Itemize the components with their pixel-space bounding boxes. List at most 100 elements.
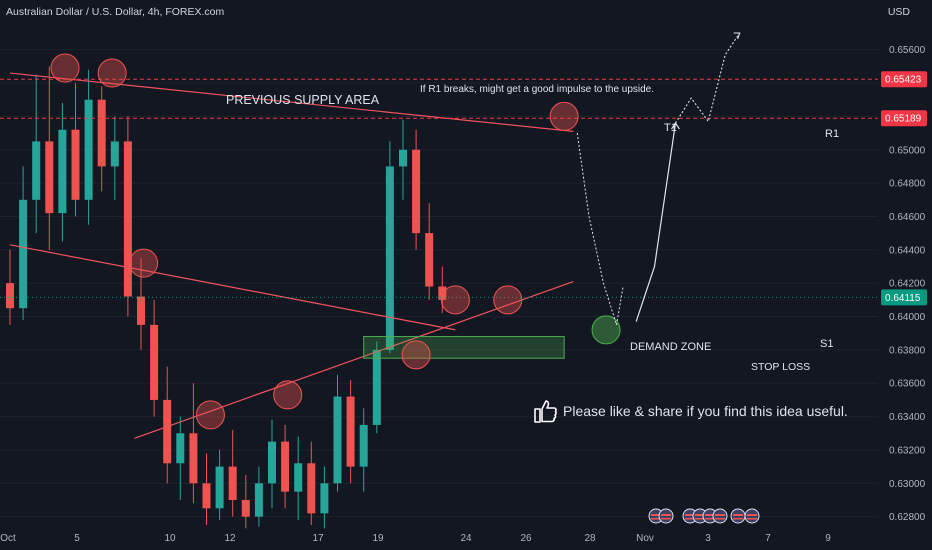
candle-body [412,149,421,234]
x-tick-label: 26 [520,533,532,544]
x-tick-label: 7 [765,533,771,544]
y-tick-label: 0.64400 [889,245,926,256]
touch-point-circle [97,58,127,88]
candle-body [254,483,263,517]
candle-body [110,141,119,167]
price-label-box [881,289,927,306]
candle-body [215,466,224,509]
candle-body [189,433,198,484]
stop-loss-label: STOP LOSS [751,361,811,373]
candle-body [385,166,394,350]
candle-body [320,483,329,514]
trendline [9,72,574,133]
trendline [134,280,574,439]
price-label-value: 0.64115 [885,293,921,304]
candle-body [58,129,67,214]
flag-us-icon [658,508,674,524]
x-tick-label: 24 [460,533,472,544]
projected-path-dotted [576,133,624,326]
demand-zone-rect [363,336,565,359]
y-tick-label: 0.63600 [889,379,926,390]
candle-body [399,149,407,167]
y-tick-label: 0.64000 [889,312,926,323]
x-tick-label: 10 [164,533,176,544]
supply-area-label: PREVIOUS SUPPLY AREA [226,93,380,107]
y-tick-label: 0.63400 [889,412,926,423]
candle-body [241,499,250,517]
arrow-head-icon [733,32,741,40]
candle-body [6,283,14,309]
y-tick-label: 0.65000 [889,145,926,156]
touch-point-circle [591,315,621,345]
flag-us-icon [712,508,728,524]
price-label-box [881,110,927,127]
touch-point-circle [129,248,159,278]
candle-body [359,424,368,467]
candle-body [307,463,316,514]
like-share-callout: Please like & share if you find this ide… [533,398,848,424]
touch-point-circle [493,285,523,315]
candle-body [333,396,342,484]
candle-body [202,483,211,509]
touch-point-circle [273,380,303,410]
candle-body [71,129,80,200]
x-tick-label: Oct [0,533,16,544]
chart-title: Australian Dollar / U.S. Dollar, 4h, FOR… [6,6,225,18]
candle-body [163,399,172,464]
candle-body [281,441,290,492]
candle-body [294,463,303,492]
x-tick-label: 9 [825,533,831,544]
support-s1-label: S1 [820,338,834,350]
touch-point-circle [440,285,470,315]
candle-body [84,99,93,200]
candle-body [438,286,447,300]
trendline [9,244,456,331]
y-tick-label: 0.63800 [889,345,926,356]
candle-body [45,141,54,214]
candle-body [425,233,434,287]
y-tick-label: 0.63000 [889,479,926,490]
candle-body [176,433,185,464]
candle-body [19,199,28,309]
y-tick-label: 0.64200 [889,279,926,290]
y-tick-label: 0.62800 [889,512,926,523]
candle-body [97,99,106,167]
price-label-value: 0.65189 [885,114,922,125]
candle-body [346,396,355,467]
x-tick-label: 3 [705,533,711,544]
y-tick-label: 0.64600 [889,212,926,223]
touch-point-circle [195,400,225,430]
like-share-text: Please like & share if you find this ide… [563,403,848,419]
x-tick-label: 19 [372,533,384,544]
candle-body [123,141,132,297]
y-tick-label: 0.65600 [889,45,926,56]
thumbs-up-icon [534,400,557,423]
candle-body [137,296,145,325]
demand-zone-label: DEMAND ZONE [630,341,712,353]
candle-body [150,324,159,400]
touch-point-circle [50,53,80,83]
price-label-box [881,71,927,88]
y-tick-label: 0.64800 [889,179,926,190]
candle-body [268,441,276,484]
x-tick-label: 5 [74,533,80,544]
price-label-value: 0.65423 [885,75,922,86]
x-tick-label: 28 [584,533,596,544]
touch-point-circle [549,101,579,131]
r1-breakout-note: If R1 breaks, might get a good impulse t… [420,84,655,95]
x-tick-label: 17 [312,533,324,544]
currency-label: USD [887,6,910,18]
candle-body [372,349,381,425]
x-tick-label: Nov [636,533,654,544]
target-t1-label: T1 [664,122,677,134]
x-tick-label: 12 [224,533,236,544]
flag-au-icon [730,508,746,524]
candle-body [32,141,41,200]
y-tick-label: 0.63200 [889,445,926,456]
flag-us-icon [744,508,760,524]
projected-path [635,122,677,322]
candle-body [228,466,237,500]
touch-point-circle [401,340,431,370]
